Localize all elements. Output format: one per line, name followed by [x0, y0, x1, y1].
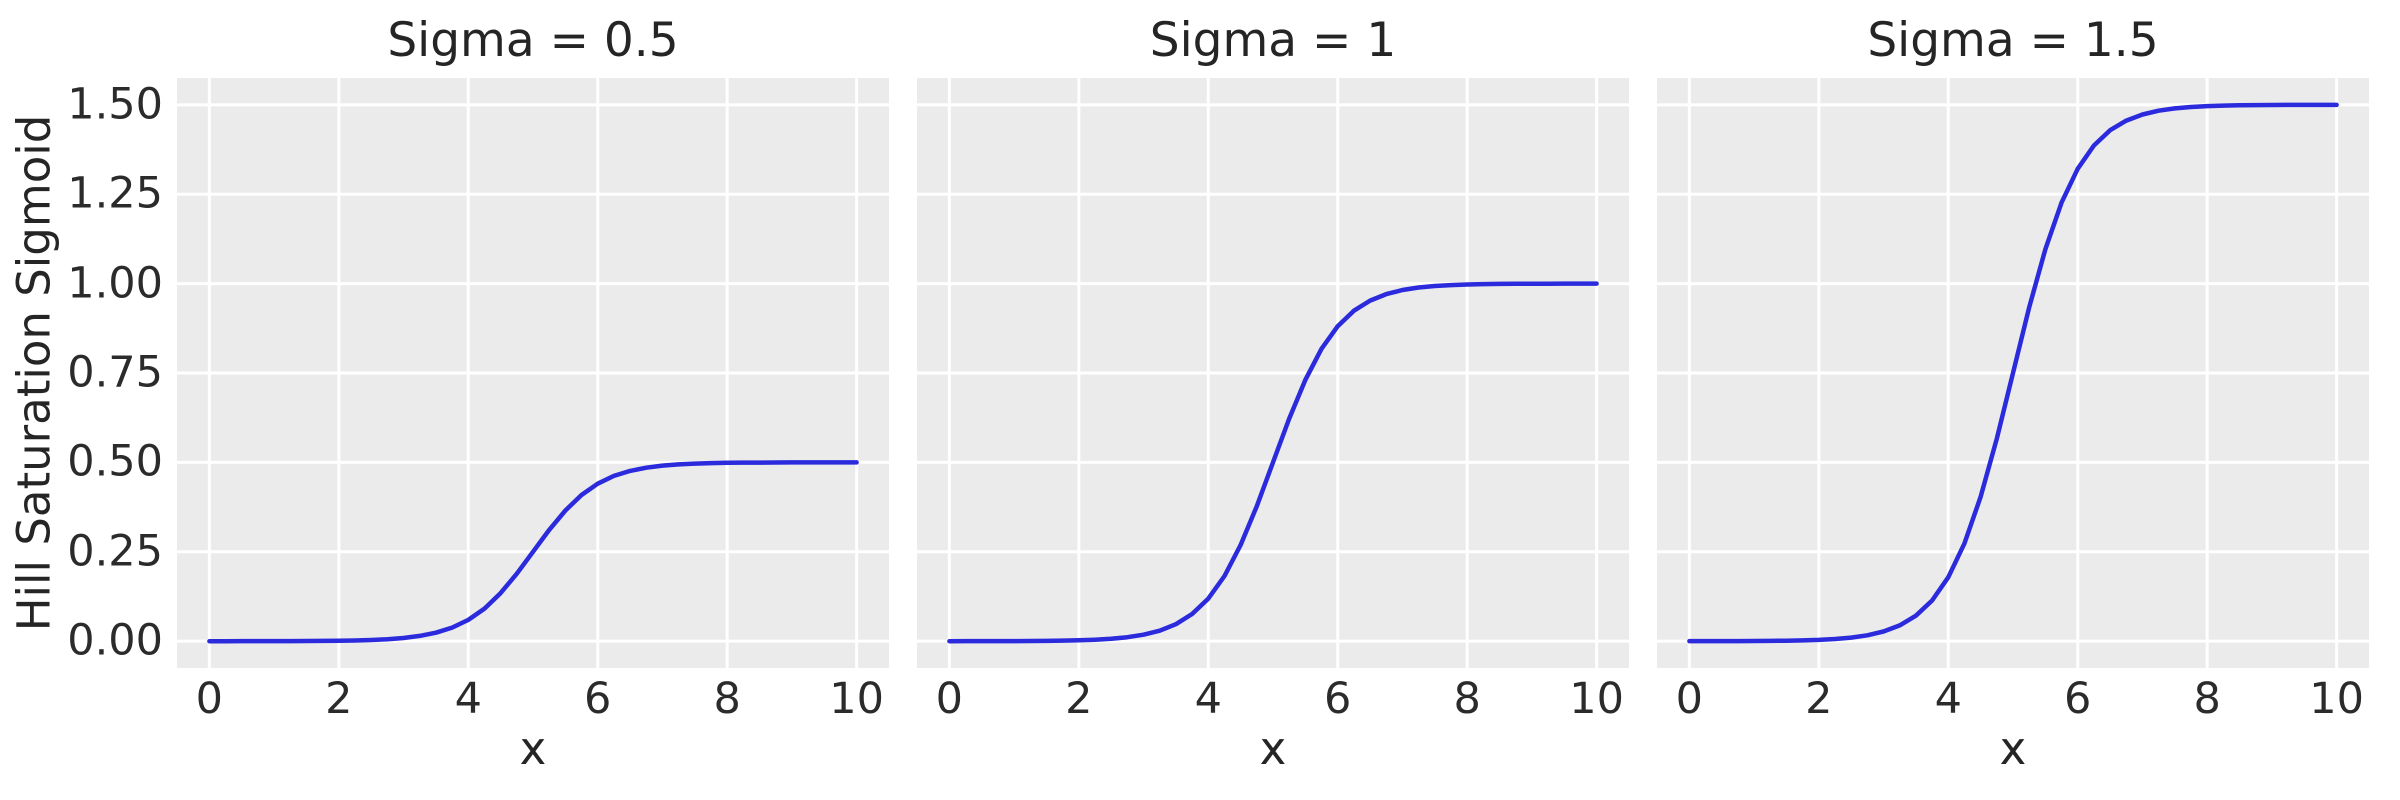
x-tick-label: 8	[1453, 674, 1481, 724]
x-tick-label: 6	[1324, 674, 1352, 724]
x-tick-label: 2	[1065, 674, 1093, 724]
x-tick-label: 4	[1934, 674, 1962, 724]
x-tick-label: 10	[1569, 674, 1624, 724]
x-tick-label: 4	[1194, 674, 1222, 724]
x-tick-label: 10	[829, 674, 884, 724]
x-tick-label: 0	[935, 674, 964, 724]
subplot-title: Sigma = 0.5	[387, 13, 679, 68]
x-axis-label: x	[1999, 722, 2027, 775]
sigmoid-curve	[207, 460, 859, 644]
x-tick-label: 6	[2064, 674, 2092, 724]
y-tick-label: 1.00	[67, 258, 163, 309]
y-tick-label: 0.50	[67, 436, 163, 487]
y-tick-label: 0.25	[67, 526, 163, 577]
sigmoid-curve	[1687, 102, 2339, 644]
y-tick-label: 1.25	[67, 168, 163, 219]
plot-area	[1657, 78, 2369, 668]
x-tick-label: 0	[1675, 674, 1704, 724]
y-tick-label: 0.75	[67, 347, 163, 398]
x-tick-label: 2	[1805, 674, 1833, 724]
plot-area	[917, 78, 1629, 668]
subplot-panel	[917, 78, 1629, 668]
x-tick-label: 10	[2309, 674, 2364, 724]
subplot-panel	[177, 78, 889, 668]
subplot-title: Sigma = 1.5	[1867, 13, 2159, 68]
subplot-title: Sigma = 1	[1149, 13, 1397, 68]
x-tick-label: 2	[325, 674, 353, 724]
sigmoid-curve	[947, 281, 1599, 644]
x-axis-label: x	[519, 722, 547, 775]
x-tick-label: 8	[2193, 674, 2221, 724]
plot-area	[177, 78, 889, 668]
x-tick-label: 0	[195, 674, 224, 724]
subplot-panel	[1657, 78, 2369, 668]
x-tick-label: 8	[713, 674, 741, 724]
x-tick-label: 6	[584, 674, 612, 724]
x-tick-label: 4	[454, 674, 482, 724]
x-axis-label: x	[1259, 722, 1287, 775]
y-tick-label: 0.00	[67, 615, 163, 666]
y-tick-label: 1.50	[67, 79, 163, 130]
